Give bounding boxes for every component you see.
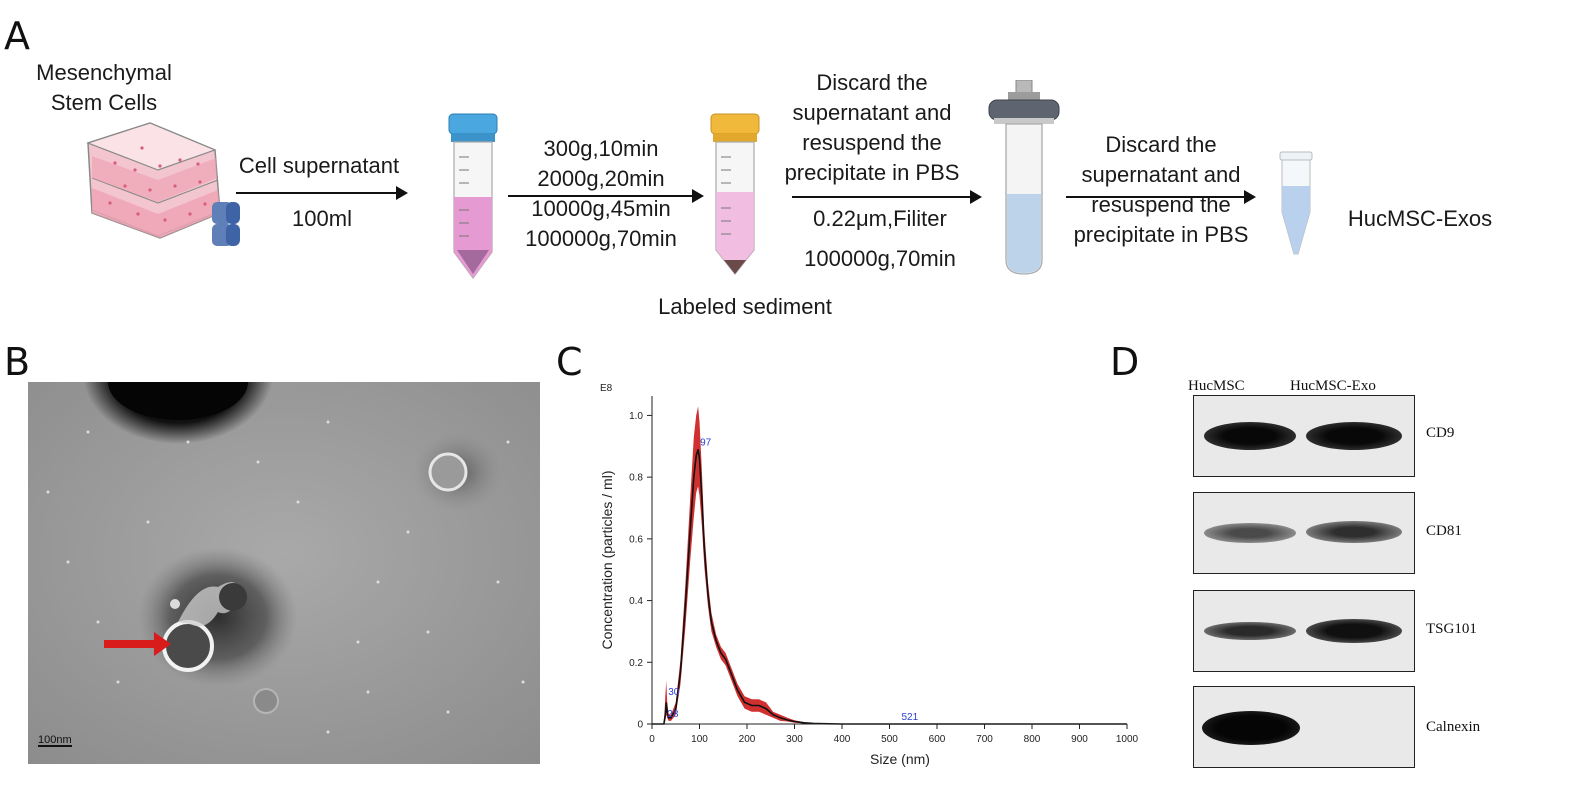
step2-condition: 100000g,70min xyxy=(525,226,677,251)
wb-column-hucmsc: HucMSC xyxy=(1188,378,1245,394)
step3-top-line: supernatant and xyxy=(792,100,952,125)
x-tick-label: 400 xyxy=(834,734,851,745)
wb-band xyxy=(1204,523,1296,543)
step4-line: supernatant and xyxy=(1081,162,1241,187)
step1-top-label: Cell supernatant xyxy=(238,153,400,178)
x-tick-label: 900 xyxy=(1071,734,1088,745)
panel-d-label: D xyxy=(1110,340,1140,384)
step1-bottom-label: 100ml xyxy=(292,206,352,231)
x-tick-label: 0 xyxy=(649,734,655,745)
wb-row-label: TSG101 xyxy=(1426,621,1477,637)
product-label: HucMSC-Exos xyxy=(1347,206,1493,231)
nta-size-distribution-chart: E8 Concentration (particles / ml) Size (… xyxy=(599,383,1139,767)
step4-line: precipitate in PBS xyxy=(1073,222,1249,247)
x-tick-label: 600 xyxy=(929,734,946,745)
filter-tube-icon xyxy=(988,80,1060,275)
source-label: Mesenchymal Stem Cells xyxy=(14,58,194,118)
series-line xyxy=(652,449,1127,725)
step4-arrow xyxy=(1066,190,1256,204)
step2-condition: 2000g,20min xyxy=(537,166,665,191)
y-tick-label: 0.8 xyxy=(629,473,643,484)
centrifuge-tube-blue-icon xyxy=(448,113,498,280)
wb-band xyxy=(1204,622,1296,640)
peak-label: 30 xyxy=(668,687,680,698)
step2-condition: 10000g,45min xyxy=(531,196,671,221)
wb-row-label: CD9 xyxy=(1426,425,1455,441)
step3-top-line: precipitate in PBS xyxy=(784,160,960,185)
wb-row-label: CD81 xyxy=(1426,523,1462,539)
peak-label: 521 xyxy=(901,712,918,723)
step3-bottom-line: 0.22μm,Filiter xyxy=(813,206,947,231)
y-tick-label: 1.0 xyxy=(629,411,643,422)
step4-text: Discard the supernatant and resuspend th… xyxy=(1050,130,1272,250)
x-tick-label: 800 xyxy=(1024,734,1041,745)
error-band-area xyxy=(652,406,1127,724)
step3-top-text: Discard the supernatant and resuspend th… xyxy=(762,68,982,188)
scale-bar-label: 100nm xyxy=(38,734,72,746)
panel-c-label: C xyxy=(556,340,583,384)
x-tick-label: 1000 xyxy=(1116,734,1139,745)
wb-row-label: Calnexin xyxy=(1426,719,1481,735)
y-tick-label: 0.2 xyxy=(629,658,643,669)
centrifuge-tube-yellow-icon xyxy=(710,113,760,275)
step2-condition: 300g,10min xyxy=(543,136,659,161)
wb-blot-tsg101 xyxy=(1193,590,1415,672)
wb-band xyxy=(1306,619,1402,643)
source-label-line1: Mesenchymal xyxy=(36,60,172,85)
eppendorf-tube-icon xyxy=(1279,151,1313,255)
peak-label: 97 xyxy=(700,437,712,448)
panel-b-label: B xyxy=(4,340,31,384)
peak-label: 28 xyxy=(667,709,679,720)
y-tick-label: 0 xyxy=(637,720,643,731)
step1-arrow xyxy=(236,186,408,200)
step3-top-line: Discard the xyxy=(816,70,928,95)
chart-y-multiplier: E8 xyxy=(600,383,613,394)
x-tick-label: 100 xyxy=(691,734,708,745)
x-tick-label: 700 xyxy=(976,734,993,745)
y-tick-label: 0.6 xyxy=(629,534,643,545)
cell-culture-flask-icon xyxy=(86,122,240,246)
wb-blot-cd81 xyxy=(1193,492,1415,574)
wb-blot-cd9 xyxy=(1193,395,1415,477)
wb-band xyxy=(1306,422,1402,450)
wb-column-hucmsc-exo: HucMSC-Exo xyxy=(1290,378,1376,394)
step3-top-line: resuspend the xyxy=(802,130,942,155)
x-tick-label: 500 xyxy=(881,734,898,745)
step2-arrow xyxy=(508,189,704,203)
wb-band xyxy=(1202,711,1300,745)
step3-bottom-line: 100000g,70min xyxy=(804,246,956,271)
y-tick-label: 0.4 xyxy=(629,596,643,607)
step2-conditions: 300g,10min 2000g,20min 10000g,45min 1000… xyxy=(494,134,708,254)
wb-band xyxy=(1306,521,1402,543)
step3-arrow xyxy=(792,190,982,204)
tem-micrograph xyxy=(28,382,540,764)
wb-band xyxy=(1204,422,1296,450)
step4-line: resuspend the xyxy=(1091,192,1231,217)
source-label-line2: Stem Cells xyxy=(50,90,158,115)
x-tick-label: 300 xyxy=(786,734,803,745)
panel-a-label: A xyxy=(4,14,30,58)
chart-x-axis-label: Size (nm) xyxy=(870,751,930,767)
step4-line: Discard the xyxy=(1105,132,1217,157)
x-tick-label: 200 xyxy=(739,734,756,745)
wb-blot-calnexin xyxy=(1193,686,1415,768)
step2-caption: Labeled sediment xyxy=(658,294,832,319)
step3-bottom-text: 0.22μm,Filiter 100000g,70min xyxy=(770,204,990,274)
chart-y-axis-label: Concentration (particles / ml) xyxy=(599,471,615,650)
